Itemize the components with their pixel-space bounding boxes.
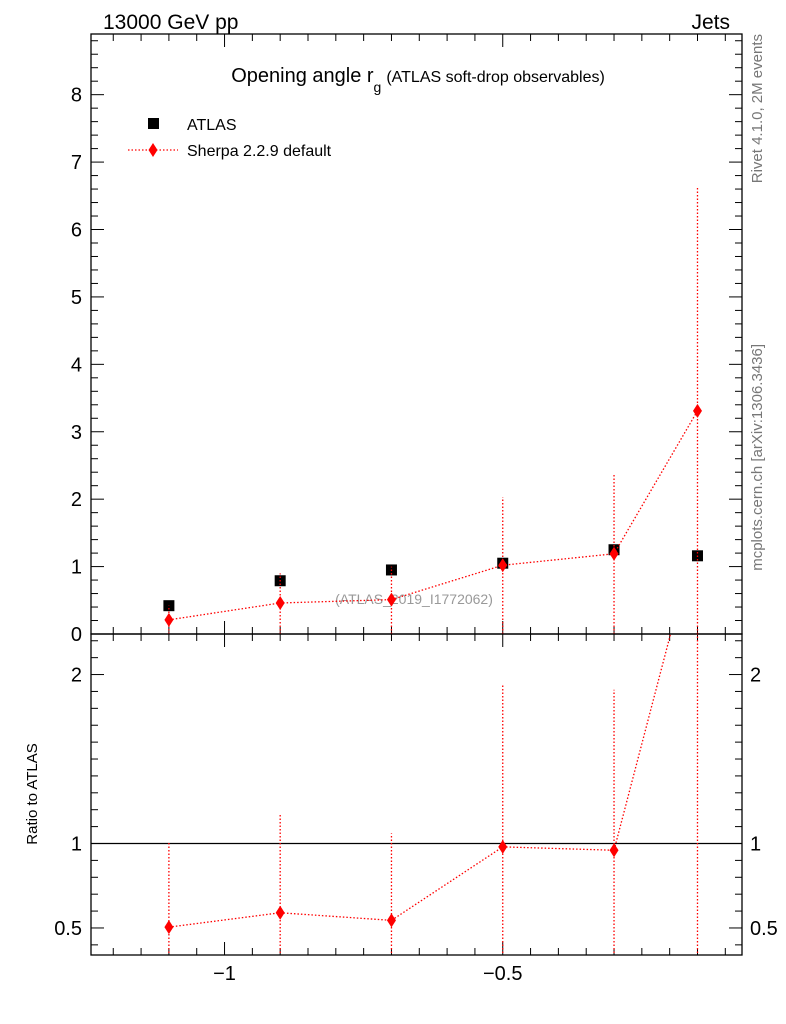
main-y-tick-label: 0 [71, 624, 82, 646]
x-tick-label: −1 [213, 963, 236, 985]
sherpa-ratio-point [275, 905, 285, 920]
main-y-tick-label: 5 [71, 287, 82, 309]
sherpa-main-point [164, 612, 174, 627]
ratio-panel: Ratio to ATLAS −1 −0.5 0.5 0.5 1 1 2 2 [24, 633, 778, 985]
legend-atlas-label: ATLAS [187, 117, 237, 134]
sherpa-ratio-point [386, 913, 396, 928]
main-panel: Opening angle rg(ATLAS soft-drop observa… [71, 33, 743, 646]
sherpa-main-series-group [164, 187, 702, 634]
ratio-y-tick-label-right: 0.5 [750, 918, 778, 940]
main-y-tick-label: 1 [71, 557, 82, 579]
ratio-y-tick-label: 2 [71, 665, 82, 687]
sherpa-ratio-point [498, 839, 508, 854]
main-y-tick-label: 6 [71, 220, 82, 242]
sherpa-main-point [386, 592, 396, 607]
main-title-text: Opening angle r [231, 65, 374, 87]
ratio-y-tick-label-right: 1 [750, 833, 761, 855]
sherpa-main-point [498, 558, 508, 573]
sherpa-ratio-point [609, 843, 619, 858]
mcplots-label: mcplots.cern.ch [arXiv:1306.3436] [749, 344, 766, 571]
sherpa-main-line [168, 410, 699, 621]
main-title-subscript: g [374, 79, 382, 95]
main-y-tick-label: 2 [71, 489, 82, 511]
legend-atlas-marker [148, 118, 159, 129]
sherpa-main-point [275, 595, 285, 610]
ratio-y-tick-label-right: 2 [750, 665, 761, 687]
main-y-tick-label: 3 [71, 422, 82, 444]
legend-sherpa-label: Sherpa 2.2.9 default [187, 143, 332, 160]
main-title-suffix: (ATLAS soft-drop observables) [386, 69, 604, 86]
legend-sherpa-marker [148, 143, 158, 157]
sherpa-main-point [692, 403, 702, 418]
ratio-frame [90, 633, 743, 956]
legend: ATLAS Sherpa 2.2.9 default [128, 117, 332, 160]
x-tick-label: −0.5 [483, 963, 522, 985]
energy-label: 13000 GeV pp [103, 11, 238, 34]
rivet-label: Rivet 4.1.0, 2M events [749, 34, 766, 183]
ratio-y-tick-label: 0.5 [54, 918, 82, 940]
sherpa-main-point [609, 546, 619, 561]
main-y-tick-label: 7 [71, 152, 82, 174]
main-title: Opening angle rg(ATLAS soft-drop observa… [231, 65, 605, 95]
sherpa-ratio-point [164, 920, 174, 935]
main-y-tick-label: 8 [71, 85, 82, 107]
category-label: Jets [691, 11, 730, 34]
ratio-y-tick-label: 1 [71, 833, 82, 855]
main-y-tick-label: 4 [71, 354, 82, 376]
ratio-ylabel: Ratio to ATLAS [24, 743, 41, 844]
watermark: (ATLAS_2019_I1772062) [335, 591, 493, 607]
sherpa-ratio-series-group [164, 634, 699, 955]
